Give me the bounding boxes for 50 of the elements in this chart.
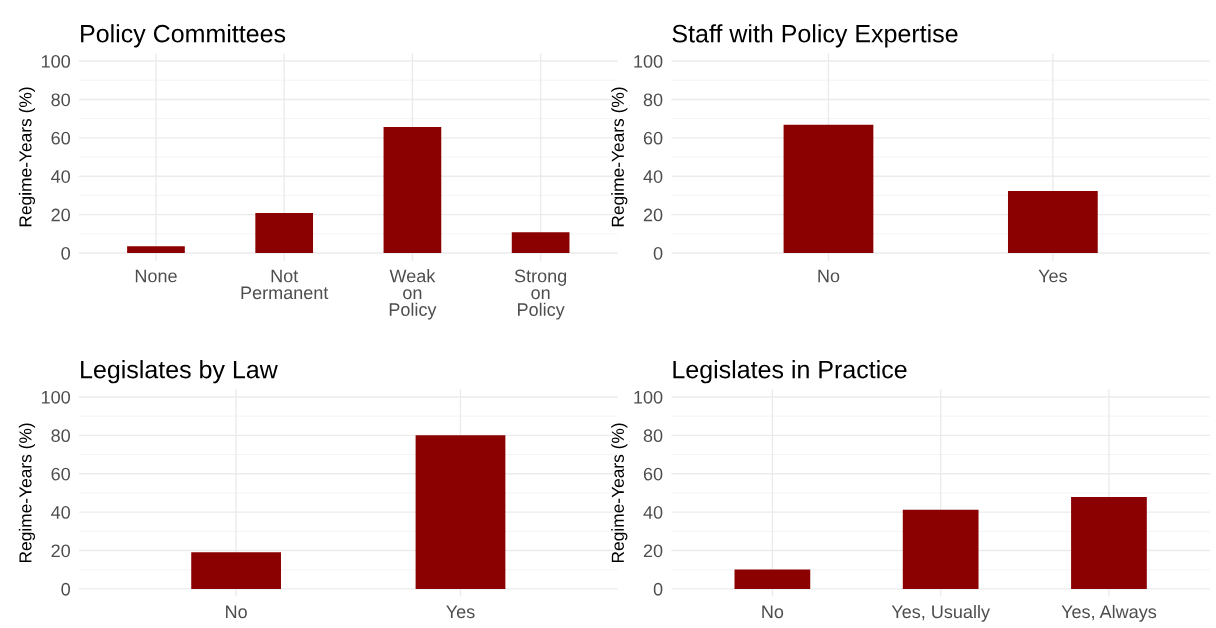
chart-title: Policy Committees [81,24,286,48]
chart-title: Legislates in Practice [673,360,907,384]
y-tick-label: 0 [653,582,663,596]
bar [734,569,811,589]
y-tick-label: 80 [51,93,70,107]
chart-title: Legislates by Law [81,360,278,384]
y-tick-label: 80 [643,93,663,107]
x-tick-label: Strong on Policy [514,269,567,320]
x-tick-label: Weak on Policy [389,269,437,320]
bar [1071,496,1147,589]
y-tick-label: 40 [51,170,70,183]
y-tick-label: 40 [643,170,663,183]
y-tick-label: 60 [643,131,663,145]
y-tick-label: 100 [634,54,663,68]
x-tick-label: Yes [446,605,475,619]
y-tick-label: 0 [61,582,70,596]
y-tick-label: 40 [643,506,663,519]
bar [127,246,185,254]
y-tick-label: 0 [653,246,663,260]
x-tick-label: None [135,269,177,283]
y-tick-label: 60 [643,467,663,481]
y-tick-label: 20 [643,208,663,222]
x-tick-label: No [818,269,840,283]
x-tick-label: Yes, Always [1061,604,1157,622]
bar [255,212,314,254]
y-tick-label: 40 [51,506,70,519]
y-axis-title: Regime-Years (%) [18,87,36,227]
y-tick-label: 80 [51,429,70,443]
x-tick-label: No [762,605,784,619]
y-axis-title: Regime-Years (%) [611,87,628,227]
x-tick-label: No [226,605,247,619]
chart-title: Staff with Policy Expertise [672,24,958,48]
x-tick-label: Yes, Usually [891,604,990,622]
y-tick-label: 20 [643,544,663,558]
y-tick-label: 0 [61,246,70,260]
y-axis-title: Regime-Years (%) [18,423,36,563]
y-tick-label: 60 [51,131,70,145]
bar [383,127,442,254]
x-tick-label: Not Permanent [241,269,329,300]
y-tick-label: 20 [51,544,70,558]
y-tick-label: 20 [51,208,70,222]
bar [902,509,979,589]
y-tick-label: 100 [41,390,70,404]
x-tick-label: Yes [1038,269,1067,283]
y-tick-label: 60 [51,467,70,481]
y-tick-label: 100 [41,54,70,68]
bar [511,232,570,254]
y-axis-title: Regime-Years (%) [611,423,628,563]
y-tick-label: 100 [634,390,663,404]
y-tick-label: 80 [643,429,663,443]
